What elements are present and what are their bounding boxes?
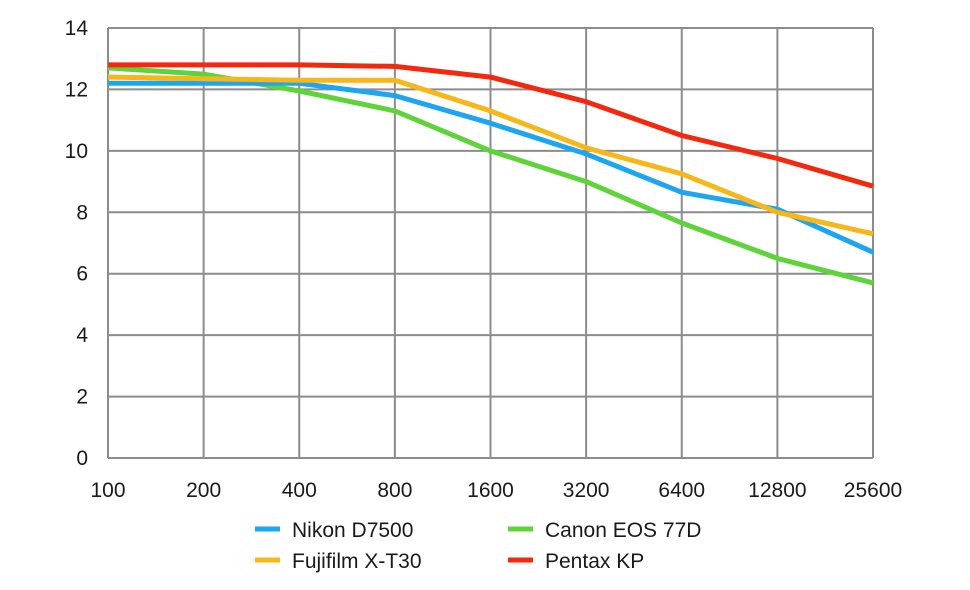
y-tick-label: 2 bbox=[76, 386, 88, 409]
legend-label: Canon EOS 77D bbox=[545, 519, 701, 542]
series-lines bbox=[107, 62, 875, 286]
y-tick-label: 4 bbox=[76, 324, 88, 347]
legend-label: Fujifilm X-T30 bbox=[292, 550, 422, 573]
legend-label: Pentax KP bbox=[545, 550, 644, 573]
x-tick-label: 400 bbox=[282, 479, 317, 502]
x-tick-label: 25600 bbox=[844, 479, 902, 502]
legend-label: Nikon D7500 bbox=[292, 519, 413, 542]
legend: Nikon D7500 Fujifilm X-T30 Canon EOS 77D Pe… bbox=[255, 519, 701, 573]
y-tick-label: 6 bbox=[76, 263, 88, 286]
x-tick-label: 100 bbox=[90, 479, 125, 502]
y-tick-label: 10 bbox=[65, 140, 88, 163]
y-tick-labels: 0 2 4 6 8 10 12 14 bbox=[65, 17, 89, 470]
x-tick-label: 6400 bbox=[658, 479, 705, 502]
x-tick-label: 200 bbox=[186, 479, 221, 502]
x-tick-label: 12800 bbox=[748, 479, 806, 502]
x-tick-label: 800 bbox=[377, 479, 412, 502]
x-tick-label: 1600 bbox=[467, 479, 514, 502]
y-tick-label: 14 bbox=[65, 17, 89, 40]
x-tick-labels: 100 200 400 800 1600 3200 6400 12800 25600 bbox=[90, 479, 902, 502]
grid bbox=[107, 27, 874, 459]
y-tick-label: 0 bbox=[76, 447, 88, 470]
y-tick-label: 8 bbox=[76, 201, 88, 224]
x-tick-label: 3200 bbox=[563, 479, 610, 502]
y-tick-label: 12 bbox=[65, 78, 88, 101]
